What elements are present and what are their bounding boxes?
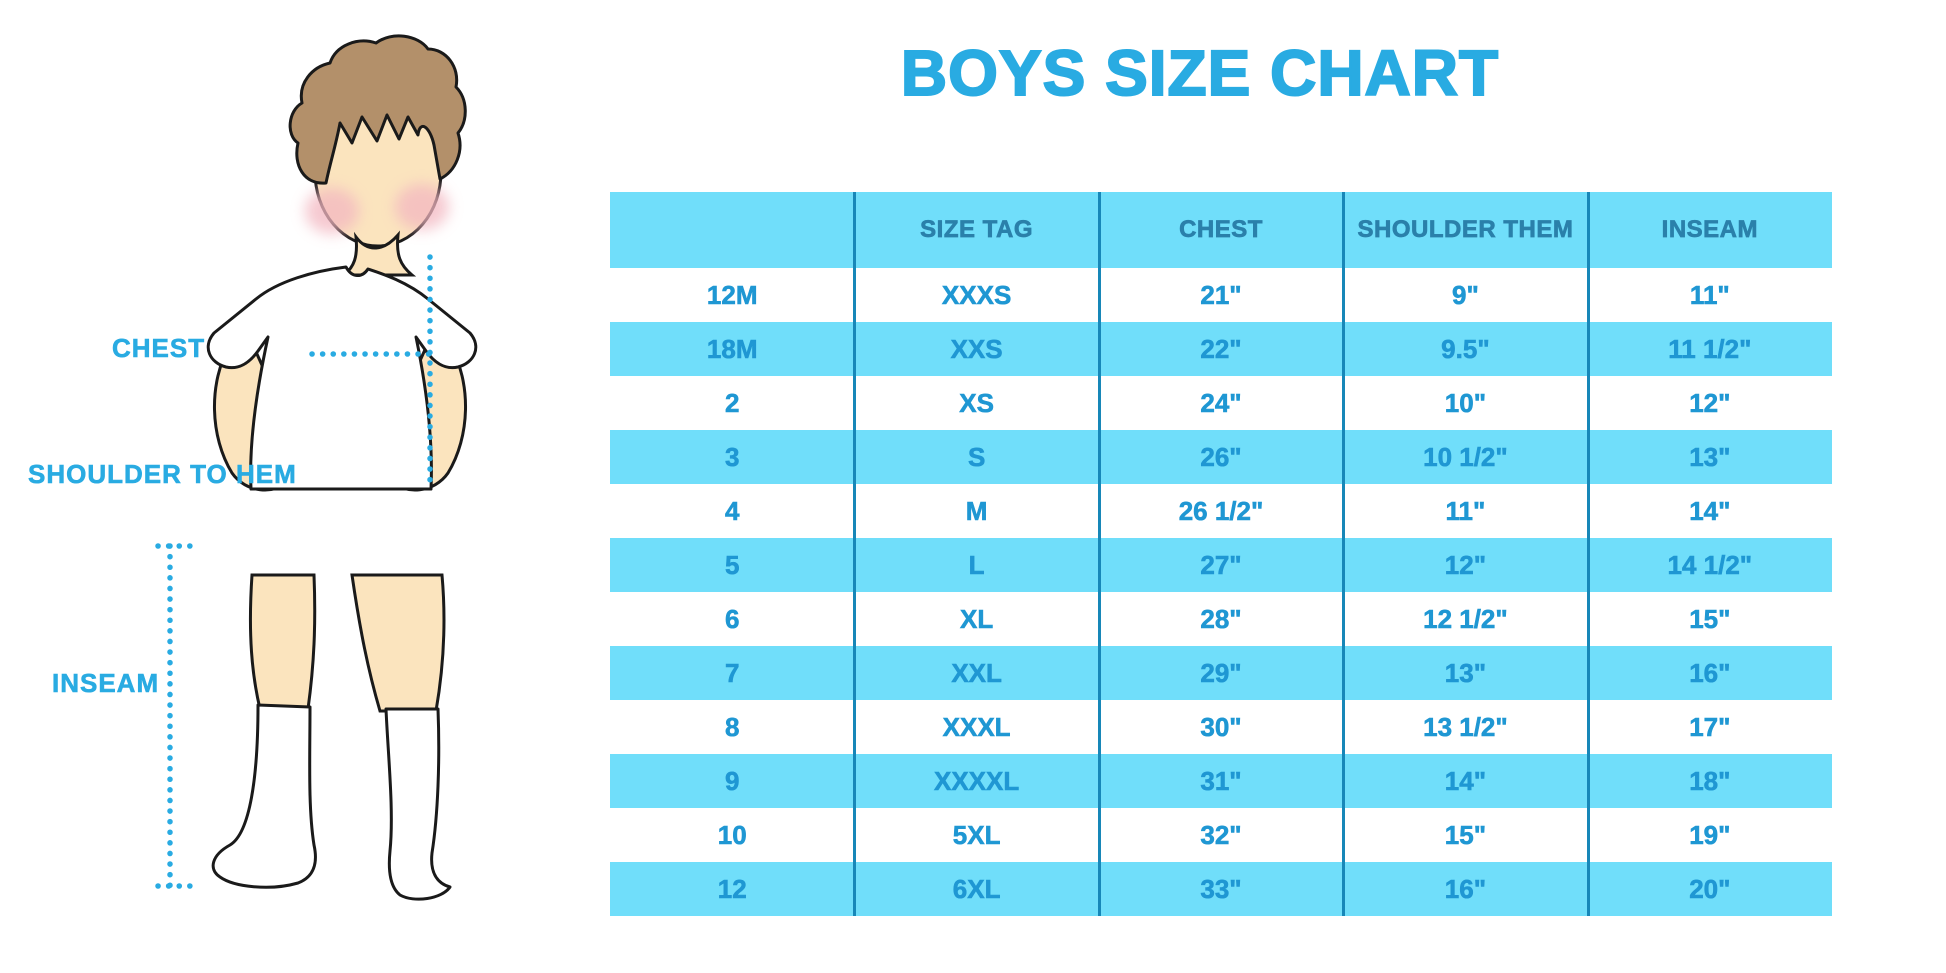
table-cell-size-tag: L: [968, 549, 985, 580]
table-cell-shoulder-them: 9": [1452, 279, 1479, 310]
header-cell-size-tag: SIZE TAG: [920, 216, 1034, 244]
boy-illustration: [100, 15, 480, 965]
right-sock: [384, 707, 452, 901]
table-cell-size-tag: XXL: [951, 657, 1002, 688]
shoulder-to-hem-label: SHOULDER TO HEM: [28, 459, 297, 490]
boy-figure-drawing: [155, 34, 478, 901]
header-cell-shoulder-them: SHOULDER THEM: [1357, 216, 1574, 244]
table-cell-chest: 31": [1200, 765, 1242, 796]
table-cell-shoulder-them: 16": [1444, 873, 1487, 904]
table-cell-size-tag: S: [967, 441, 986, 472]
table-cell-shoulder-them: 11": [1445, 495, 1486, 526]
table-cell-inseam: 18": [1689, 765, 1731, 796]
column-divider: [1586, 192, 1590, 916]
table-cell-size: 3: [724, 441, 740, 472]
table-header-row: SIZE TAG CHEST SHOULDER THEM INSEAM: [610, 192, 1832, 268]
table-row: 12M XXXS 21" 9" 11": [610, 268, 1832, 322]
table-cell-size-tag: XXXL: [942, 711, 1011, 742]
table-cell-chest: 22": [1200, 333, 1242, 364]
table-cell-size-tag: XXXS: [941, 279, 1012, 310]
table-row: 7 XXL 29" 13" 16": [610, 646, 1832, 700]
table-cell-chest: 33": [1200, 873, 1242, 904]
table-cell-inseam: 16": [1689, 657, 1731, 688]
table-cell-size: 18M: [706, 333, 758, 364]
table-cell-inseam: 13": [1689, 441, 1731, 472]
table-cell-size: 5: [724, 549, 740, 580]
table-cell-size: 10: [717, 819, 747, 850]
table-cell-inseam: 14 1/2": [1667, 549, 1753, 580]
table-cell-size-tag: XXXXL: [933, 765, 1020, 796]
column-divider: [853, 192, 857, 916]
header-cell-inseam: INSEAM: [1661, 216, 1758, 244]
table-cell-inseam: 19": [1689, 819, 1731, 850]
table-cell-shoulder-them: 15": [1444, 819, 1487, 850]
size-chart-table: SIZE TAG CHEST SHOULDER THEM INSEAM 12M X…: [610, 192, 1832, 916]
table-cell-size-tag: M: [965, 495, 988, 526]
table-cell-inseam: 15": [1689, 603, 1731, 634]
table-cell-chest: 28": [1200, 603, 1242, 634]
table-cell-size-tag: XS: [959, 387, 994, 418]
table-cell-size: 4: [724, 495, 740, 526]
table-row: 6 XL 28" 12 1/2" 15": [610, 592, 1832, 646]
table-cell-size: 2: [724, 387, 740, 418]
table-cell-size: 12M: [706, 279, 758, 310]
measurement-lines: [155, 254, 441, 889]
table-cell-shoulder-them: 10 1/2": [1423, 441, 1508, 472]
table-row: 10 5XL 32" 15" 19": [610, 808, 1832, 862]
table-cell-chest: 24": [1200, 387, 1242, 418]
table-cell-size: 9: [724, 765, 740, 796]
table-row: 2 XS 24" 10" 12": [610, 376, 1832, 430]
left-leg: [248, 573, 317, 711]
column-divider: [1097, 192, 1101, 916]
table-cell-inseam: 11 1/2": [1668, 333, 1752, 364]
header-cell-chest: CHEST: [1179, 216, 1263, 244]
table-cell-chest: 21": [1200, 279, 1242, 310]
table-cell-inseam: 11": [1689, 279, 1730, 310]
table-cell-inseam: 17": [1689, 711, 1731, 742]
hair: [288, 34, 467, 185]
table-cell-chest: 26": [1200, 441, 1242, 472]
inseam-label: INSEAM: [52, 668, 160, 699]
table-cell-size-tag: 6XL: [952, 873, 1001, 904]
table-cell-shoulder-them: 10": [1444, 387, 1487, 418]
blush-right-icon: [395, 184, 449, 230]
table-cell-chest: 29": [1200, 657, 1242, 688]
table-body: 12M XXXS 21" 9" 11" 18M XXS 22" 9.5" 11 1/2" 2 XS 24…: [610, 268, 1832, 916]
table-cell-chest: 32": [1200, 819, 1242, 850]
table-row: 18M XXS 22" 9.5" 11 1/2": [610, 322, 1832, 376]
table-cell-size: 12: [717, 873, 747, 904]
table-cell-shoulder-them: 9.5": [1441, 333, 1490, 364]
table-row: 12 6XL 33" 16" 20": [610, 862, 1832, 916]
table-row: 3 S 26" 10 1/2" 13": [610, 430, 1832, 484]
neck: [339, 230, 417, 277]
table-cell-size-tag: XL: [959, 603, 994, 634]
table-cell-size: 7: [724, 657, 740, 688]
table-cell-shoulder-them: 14": [1444, 765, 1487, 796]
table-row: 4 M 26 1/2" 11" 14": [610, 484, 1832, 538]
table-row: 8 XXXL 30" 13 1/2" 17": [610, 700, 1832, 754]
table-cell-chest: 26 1/2": [1178, 495, 1264, 526]
blush-left-icon: [305, 188, 359, 234]
table-cell-shoulder-them: 13": [1444, 657, 1487, 688]
table-cell-chest: 30": [1200, 711, 1242, 742]
table-cell-size-tag: 5XL: [952, 819, 1001, 850]
table-row: 5 L 27" 12" 14 1/2": [610, 538, 1832, 592]
table-cell-size: 6: [724, 603, 740, 634]
page-title: BOYS SIZE CHART: [900, 36, 1500, 110]
table-cell-inseam: 14": [1689, 495, 1731, 526]
table-cell-size-tag: XXS: [950, 333, 1003, 364]
table-cell-shoulder-them: 12 1/2": [1423, 603, 1508, 634]
table-cell-size: 8: [724, 711, 740, 742]
table-cell-inseam: 20": [1689, 873, 1731, 904]
table-cell-inseam: 12": [1689, 387, 1731, 418]
table-cell-shoulder-them: 12": [1444, 549, 1487, 580]
right-leg: [350, 573, 446, 713]
table-row: 9 XXXXL 31" 14" 18": [610, 754, 1832, 808]
chest-label: CHEST: [112, 333, 206, 364]
table-cell-chest: 27": [1200, 549, 1242, 580]
left-sock: [211, 703, 317, 889]
table-cell-shoulder-them: 13 1/2": [1423, 711, 1508, 742]
column-divider: [1342, 192, 1346, 916]
